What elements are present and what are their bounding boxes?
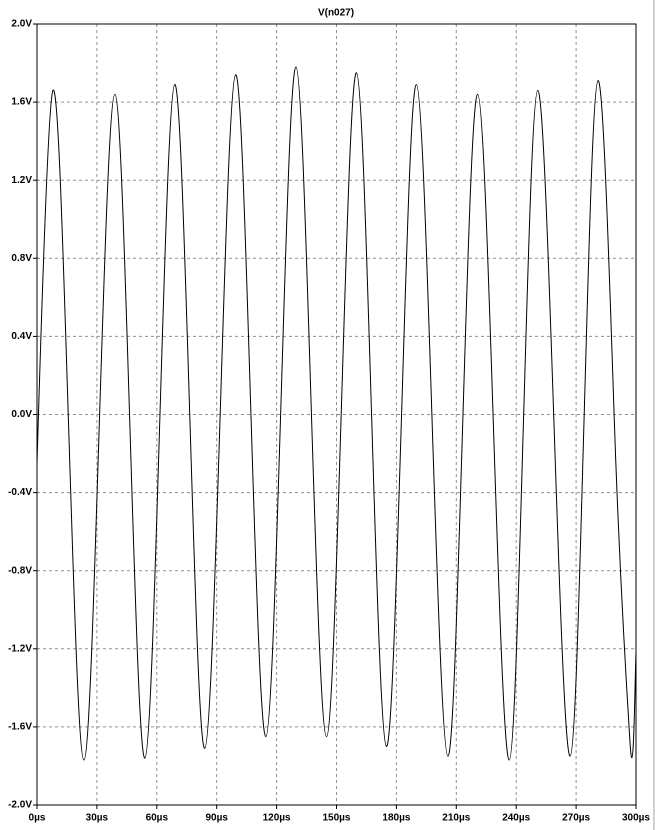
plot-frame [36, 23, 637, 806]
y-tick-label: 1.2V [11, 175, 32, 186]
x-tick-label: 270µs [562, 813, 590, 824]
x-tick-label: 0µs [29, 813, 46, 824]
x-tick-label: 180µs [382, 813, 410, 824]
x-tick-label: 90µs [205, 813, 228, 824]
x-tick-label: 210µs [442, 813, 470, 824]
waveform [36, 66, 637, 761]
x-tick-label: 300µs [622, 813, 650, 824]
y-tick-label: 0.4V [11, 331, 32, 342]
y-tick-label: 0.0V [11, 409, 32, 420]
y-tick-label: -2.0V [8, 800, 32, 811]
y-tick-label: -0.4V [8, 487, 32, 498]
y-tick-label: 0.8V [11, 253, 32, 264]
y-tick-label: -0.8V [8, 565, 32, 576]
y-tick-label: -1.2V [8, 643, 32, 654]
y-tick-label: -1.6V [8, 722, 32, 733]
y-tick-label: 2.0V [11, 19, 32, 30]
chart-title: V(n027) [318, 8, 354, 19]
x-tick-label: 150µs [322, 813, 350, 824]
y-tick-label: 1.6V [11, 97, 32, 108]
x-tick-label: 60µs [146, 813, 169, 824]
x-tick-label: 120µs [263, 813, 291, 824]
x-tick-label: 30µs [86, 813, 109, 824]
x-tick-label: 240µs [502, 813, 530, 824]
